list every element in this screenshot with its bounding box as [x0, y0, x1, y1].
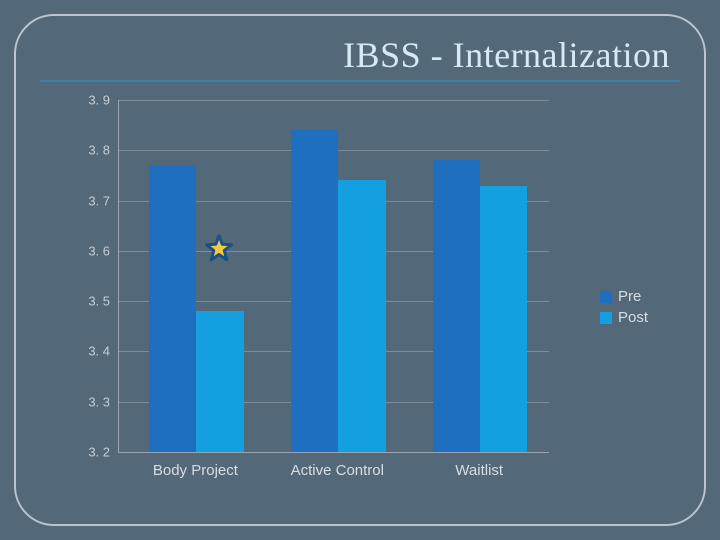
legend-label: Post — [618, 309, 648, 326]
plot-area — [118, 100, 549, 453]
gridline — [119, 100, 549, 101]
legend-swatch — [600, 291, 612, 303]
y-axis-label: 3. 6 — [74, 243, 110, 258]
y-axis-label: 3. 7 — [74, 193, 110, 208]
legend-label: Pre — [618, 288, 641, 305]
x-axis-label: Waitlist — [455, 462, 503, 479]
bar-post — [338, 180, 385, 452]
bar-post — [480, 186, 527, 453]
slide-background: IBSS - Internalization 3. 23. 33. 43. 53… — [0, 0, 720, 540]
y-axis-label: 3. 2 — [74, 445, 110, 460]
legend-item: Post — [600, 309, 648, 326]
bar-pre — [149, 165, 196, 452]
x-axis-label: Active Control — [291, 462, 384, 479]
bar-pre — [433, 160, 480, 452]
y-axis-label: 3. 5 — [74, 294, 110, 309]
slide-frame: IBSS - Internalization 3. 23. 33. 43. 53… — [14, 14, 706, 526]
bar-post — [196, 311, 243, 452]
legend: Pre Post — [600, 288, 648, 330]
y-axis-label: 3. 9 — [74, 93, 110, 108]
bar-pre — [291, 130, 338, 452]
legend-swatch — [600, 312, 612, 324]
significance-star-icon — [204, 233, 234, 268]
y-axis-label: 3. 4 — [74, 344, 110, 359]
legend-item: Pre — [600, 288, 648, 305]
y-axis-label: 3. 8 — [74, 143, 110, 158]
bar-chart: 3. 2 3. 3 3. 4 3. 5 3. 6 3. 7 3. 8 3. 9 Body Pro… — [40, 94, 680, 486]
y-axis-label: 3. 3 — [74, 394, 110, 409]
x-axis-label: Body Project — [153, 462, 238, 479]
slide-title: IBSS - Internalization — [40, 34, 680, 82]
